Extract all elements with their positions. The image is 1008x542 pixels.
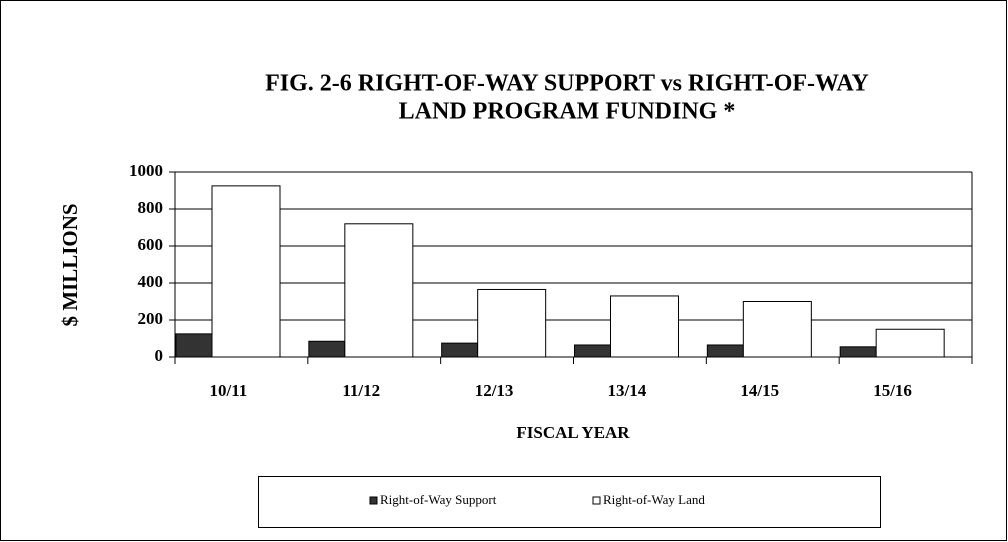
y-tick-label: 800 — [138, 198, 164, 217]
x-tick-label: 12/13 — [475, 381, 514, 400]
bar — [344, 223, 414, 358]
bar — [742, 301, 812, 358]
bar — [175, 333, 213, 358]
legend-swatch — [592, 496, 601, 505]
y-axis-label: $ MILLIONS — [58, 203, 82, 326]
y-tick-label: 600 — [138, 235, 164, 254]
legend-label: Right-of-Way Support — [380, 492, 497, 507]
bar — [839, 346, 877, 358]
bar — [610, 295, 679, 358]
bar — [211, 185, 281, 358]
y-tick-label: 1000 — [129, 161, 163, 180]
chart-title: LAND PROGRAM FUNDING * — [399, 99, 736, 125]
bar — [574, 344, 611, 358]
bar — [308, 340, 346, 358]
x-tick-label: 10/11 — [210, 381, 248, 400]
legend-swatch — [369, 496, 378, 505]
y-tick-label: 400 — [138, 272, 164, 291]
x-tick-label: 11/12 — [342, 381, 380, 400]
legend-label: Right-of-Way Land — [603, 492, 705, 507]
x-tick-label: 14/15 — [740, 381, 779, 400]
chart-title: FIG. 2-6 RIGHT-OF-WAY SUPPORT vs RIGHT-O… — [265, 71, 869, 97]
x-tick-label: 13/14 — [608, 381, 647, 400]
x-axis-label: FISCAL YEAR — [516, 423, 630, 442]
bar — [477, 288, 547, 358]
x-tick-label: 15/16 — [873, 381, 912, 400]
legend-box — [258, 476, 881, 528]
bar — [875, 328, 945, 358]
bar — [706, 344, 744, 358]
y-tick-label: 200 — [138, 309, 164, 328]
y-tick-label: 0 — [155, 346, 164, 365]
bar — [441, 342, 479, 358]
